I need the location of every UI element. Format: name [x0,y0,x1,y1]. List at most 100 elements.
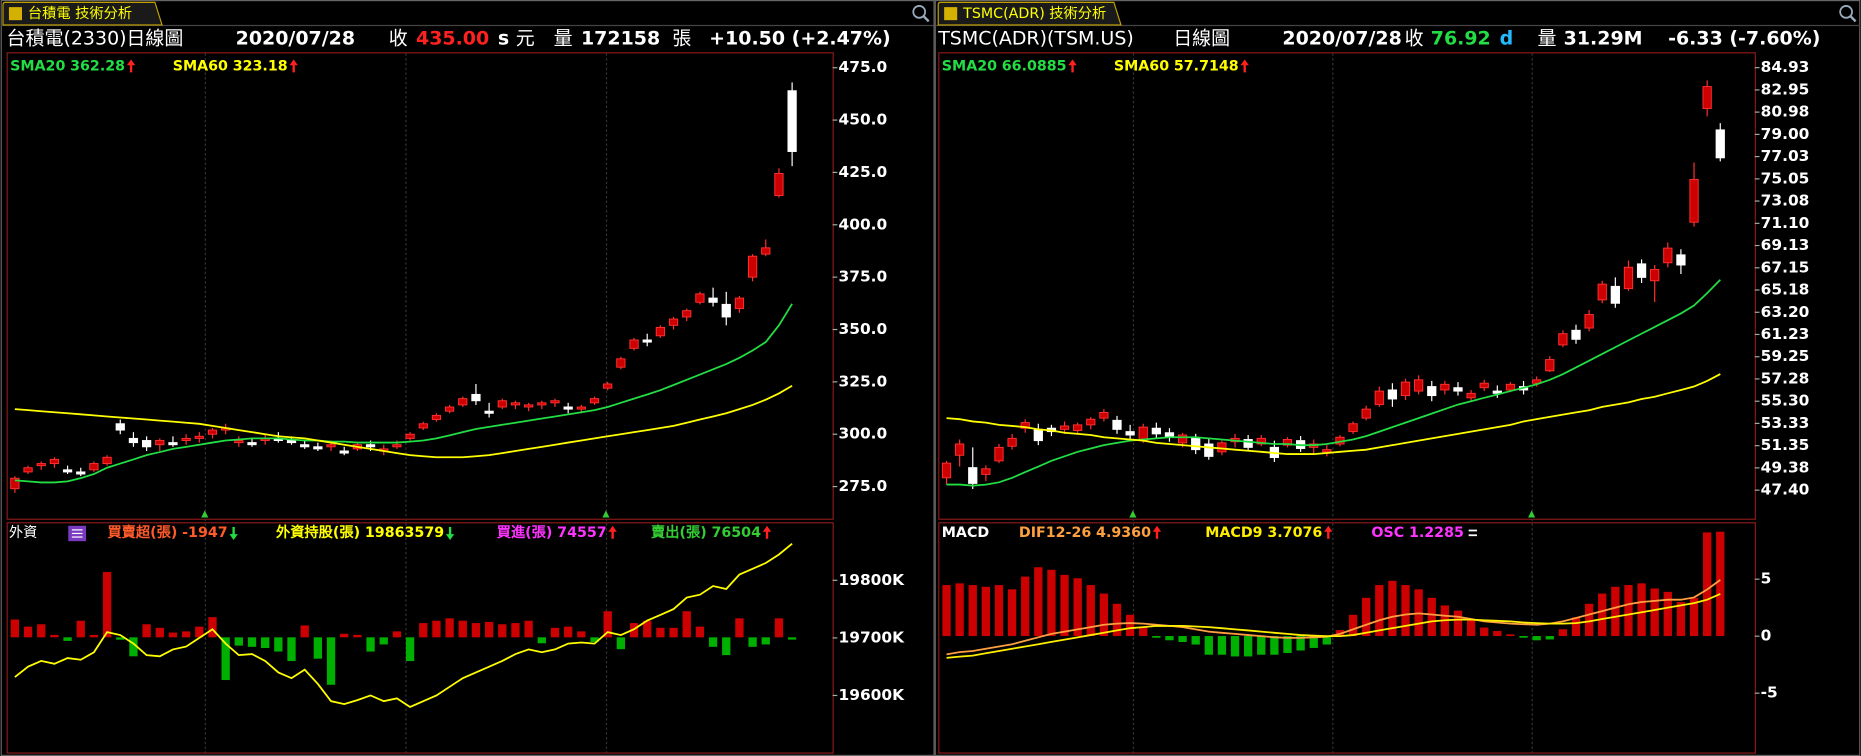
candle-body [524,404,534,408]
bar [1611,586,1620,637]
bar [1204,636,1213,655]
candle-body [1676,254,1686,266]
candle-body [1715,129,1725,159]
bar [471,623,481,638]
candle-body [62,469,73,473]
candle-body [1204,443,1214,457]
bar [1309,636,1318,648]
close: 76.92 [1431,28,1491,50]
volume-label: 量 [1538,28,1557,50]
candle-body [141,440,152,448]
candle-body [747,255,758,278]
chart-frame [938,522,1756,754]
right-tab[interactable]: TSMC(ADR) 技術分析 [937,1,1122,26]
y-tick-label: 450.0 [839,111,888,129]
candle-body [1532,379,1542,384]
candle-body [655,326,666,337]
bar [722,637,731,656]
candle-body [365,444,376,448]
bar [981,586,991,637]
bar [1047,569,1056,637]
bar [1519,636,1528,638]
candle-body [313,446,323,450]
stock-name: TSMC(ADR)(TSM.US) [937,28,1134,50]
bar [142,624,151,638]
bar [1663,591,1672,637]
tab-title: TSMC(ADR) 技術分析 [962,5,1106,22]
legend-name: SMA60 [1114,58,1169,74]
indicator-line [946,373,1721,455]
y-tick-label: -5 [1761,684,1778,702]
candle-body [1256,437,1266,445]
bar [1112,603,1122,637]
legend-value: 362.28 [70,58,125,74]
candle-body [339,450,349,454]
zoom-button[interactable] [1839,5,1857,23]
candle-body [300,444,310,448]
bar [261,637,270,648]
candle-body [23,467,33,473]
y-tick-label: 275.0 [839,477,888,495]
list-icon[interactable] [68,525,87,542]
stock-name: 台積電(2330) [7,28,127,50]
bar [1021,576,1030,637]
legend-name: SMA60 [173,58,228,74]
legend-entry: 賣出(張) 76504 [651,523,761,541]
candle-body [1007,437,1017,447]
bar [1466,619,1476,637]
candle-body [629,339,639,349]
bar [774,618,784,638]
trend-arrow [1324,525,1333,532]
bar [994,585,1004,637]
tab-icon [944,7,958,21]
bar [1545,636,1554,640]
bar [1427,597,1436,637]
bar [181,631,191,638]
y-tick-label: 77.03 [1761,147,1810,165]
legend-name: OSC [1371,525,1404,541]
tab-title: 台積電 技術分析 [28,5,132,22]
candle-body [1663,247,1673,264]
y-tick-label: 69.13 [1761,236,1810,254]
trend-arrow [762,525,772,532]
zoom-button[interactable] [912,5,930,23]
bar [1178,636,1187,642]
bar [643,620,652,638]
y-tick-label: 0 [1761,627,1772,645]
candle-body [207,429,218,435]
trend-arrow [608,525,617,532]
date: 2020/07/28 [1282,28,1401,50]
left-tab[interactable]: 台積電 技術分析 [2,1,163,26]
candle-body [1427,386,1437,397]
candle-body [563,406,573,410]
candle-body [1505,383,1516,391]
trend-arrow [229,534,238,540]
bar [1493,630,1502,637]
bar [1322,636,1331,645]
candle-body [734,297,745,310]
bar [1257,636,1266,655]
change: -6.33 (-7.60%) [1668,28,1820,50]
bar [564,626,573,638]
bar [1453,610,1463,637]
panel-title: 外資 [9,524,37,541]
bar [1532,636,1541,641]
candle-body [1400,381,1411,397]
currency: 元 [516,28,535,50]
candle-body [247,442,257,446]
legend-name: 買進(張) [497,524,553,541]
candle-body [76,471,86,475]
bar [1125,614,1135,637]
legend-value: 3.7076 [1267,525,1322,541]
candle-body [1558,333,1568,346]
bar [10,619,20,638]
bar [1571,617,1581,637]
legend-entry: SMA20 66.0885 [942,58,1067,74]
y-tick-label: 73.08 [1761,192,1810,210]
y-tick-label: 19600K [839,686,906,704]
legend-entry: 外資持股(張) 19863579 [276,523,444,541]
legend-value: 323.18 [233,58,288,74]
bar [1243,636,1253,657]
y-tick-label: 5 [1761,570,1772,588]
